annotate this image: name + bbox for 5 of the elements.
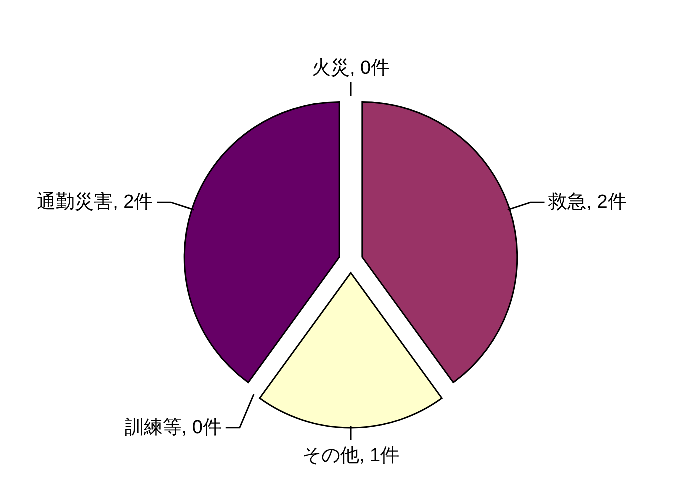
slice-label: 救急, 2件 — [548, 192, 627, 214]
category-label: 訓練等, 0件 — [124, 417, 222, 438]
slice-label: 通勤災害, 2件 — [37, 191, 154, 214]
slice-label: その他, 1件 — [302, 446, 400, 466]
category-label: 火災, 0件 — [312, 58, 390, 79]
